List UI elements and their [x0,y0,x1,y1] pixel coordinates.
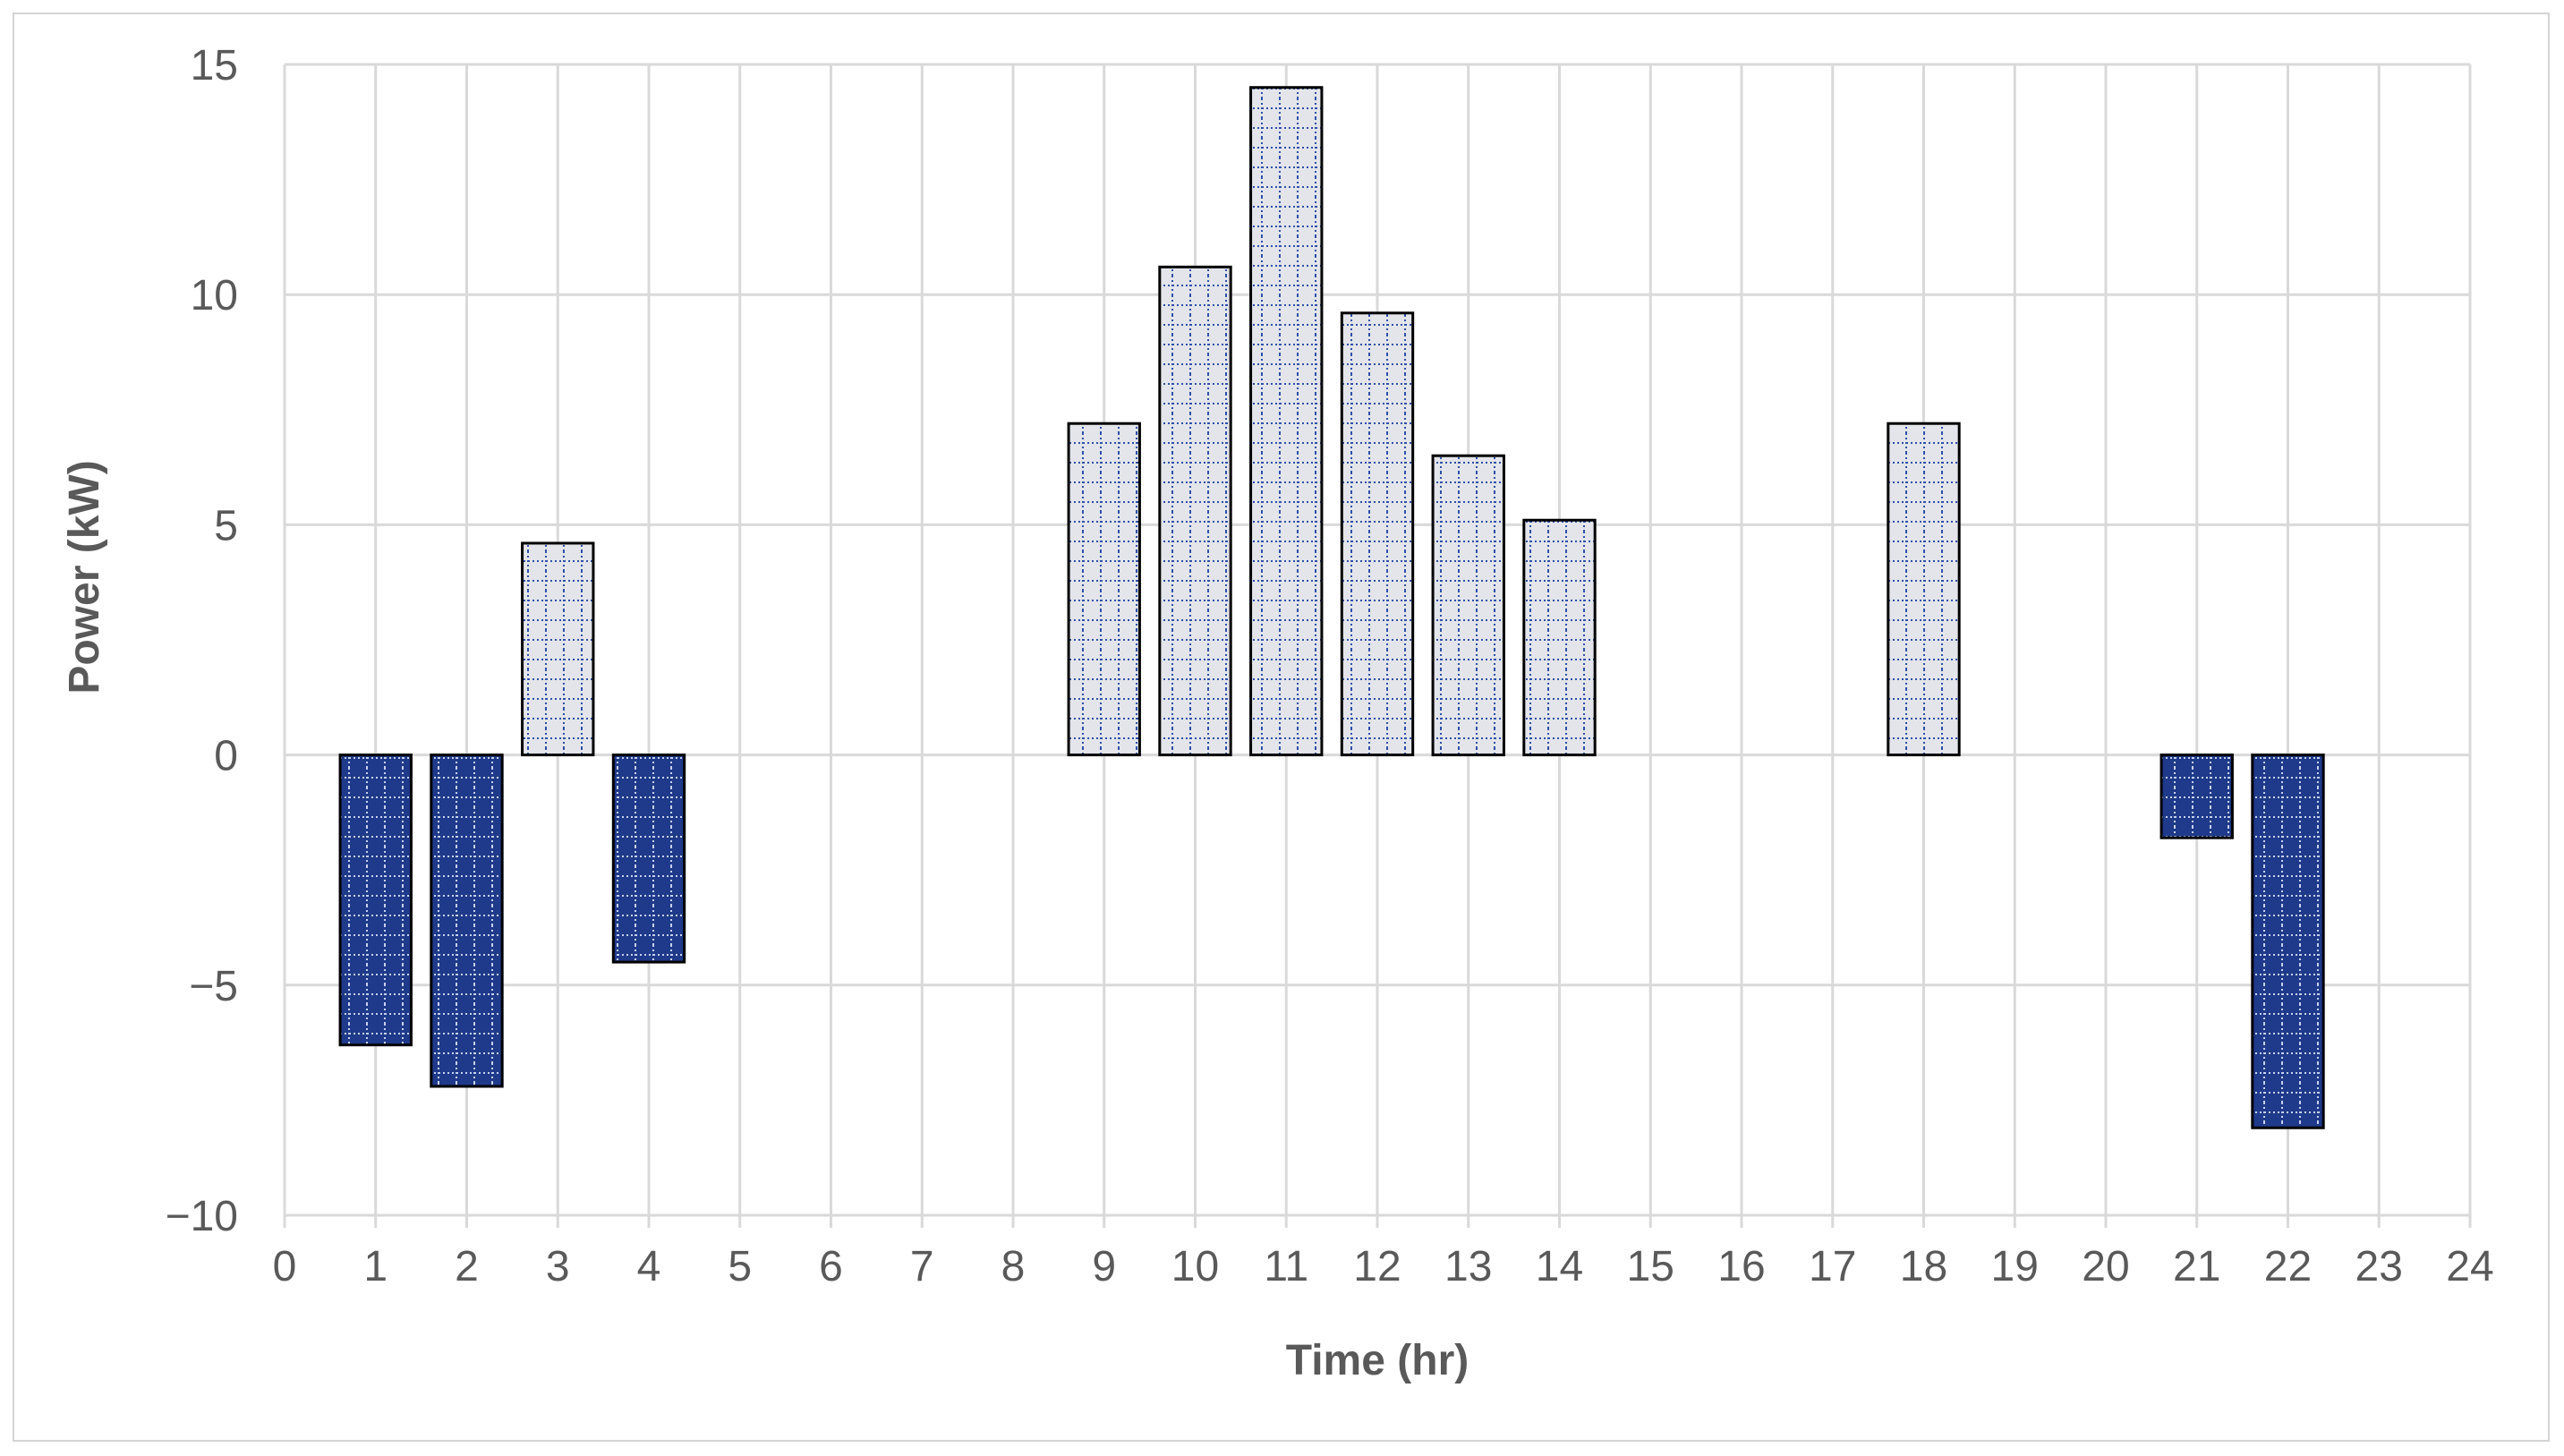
bar-positive [1887,421,1961,757]
x-tick-label: 14 [1536,1243,1583,1290]
x-tick-label: 9 [1092,1243,1116,1290]
bar-positive [1067,421,1141,757]
y-tick-label: 10 [191,272,238,319]
bar-negative [2159,754,2234,839]
bar-positive [1431,454,1505,757]
x-tick-label: 12 [1353,1243,1401,1290]
y-tick-label: 5 [214,502,238,549]
x-tick-label: 16 [1717,1243,1765,1290]
bar-positive [521,541,595,757]
bar-positive [1249,86,1324,757]
x-tick-label: 5 [728,1243,752,1290]
x-tick-label: 4 [637,1243,661,1290]
y-tick-label: −10 [166,1193,238,1240]
y-axis-title: Power (kW) [61,460,108,694]
x-tick-label: 7 [910,1243,934,1290]
bars [338,86,2325,1129]
x-tick-label: 24 [2446,1243,2493,1290]
x-tick-label: 0 [273,1243,297,1290]
x-tick-labels: 0 1 2 3 4 5 6 7 8 9 10 11 12 13 14 15 16 17 18 19 20 21 22 23 24 [273,1243,2494,1290]
x-tick-label: 19 [1991,1243,2039,1290]
x-tick-label: 17 [1809,1243,1856,1290]
x-tick-label: 22 [2264,1243,2312,1290]
y-tick-label: 15 [191,42,238,89]
x-axis-title: Time (hr) [1286,1337,1469,1384]
bar-negative [611,754,686,964]
x-tick-label: 11 [1264,1243,1308,1290]
y-tick-labels: 15 10 5 0 −5 −10 [166,42,238,1240]
bar-positive [1522,518,1597,757]
x-tick-label: 10 [1171,1243,1219,1290]
bar-negative [430,754,504,1088]
bar-positive [1158,265,1232,757]
bar-negative [2251,754,2325,1129]
x-tick-label: 6 [819,1243,843,1290]
x-tick-label: 18 [1900,1243,1947,1290]
x-tick-label: 13 [1444,1243,1492,1290]
x-tick-label: 21 [2173,1243,2220,1290]
x-tick-label: 1 [363,1243,388,1290]
y-tick-label: −5 [189,963,238,1010]
x-tick-label: 3 [546,1243,570,1290]
x-tick-label: 15 [1627,1243,1674,1290]
x-tick-label: 8 [1001,1243,1026,1290]
bar-negative [338,754,413,1047]
x-tick-label: 20 [2082,1243,2129,1290]
y-tick-label: 0 [214,733,238,780]
x-tick-label: 2 [455,1243,479,1290]
bar-positive [1340,311,1415,757]
x-tick-label: 23 [2355,1243,2403,1290]
